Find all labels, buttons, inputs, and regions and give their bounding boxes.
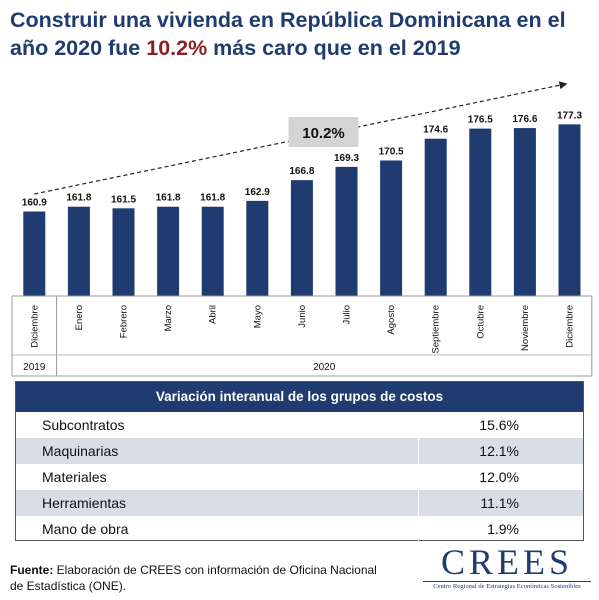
bar-0: [23, 211, 46, 296]
value-label-6: 166.8: [289, 166, 314, 177]
year-label-0: 2019: [23, 362, 46, 373]
bar-3: [157, 206, 180, 296]
table-row: Materiales 12.0%: [16, 464, 583, 490]
value-label-9: 174.6: [423, 125, 448, 136]
bar-2: [112, 208, 135, 296]
bar-5: [246, 200, 269, 296]
table-row: Subcontratos 15.6%: [16, 412, 583, 438]
category-label-6: Junio: [297, 305, 308, 328]
page-title: Construir una vivienda en República Domi…: [10, 6, 590, 62]
value-label-12: 177.3: [557, 110, 582, 121]
bar-10: [469, 128, 492, 296]
category-label-5: Mayo: [252, 305, 263, 328]
value-label-11: 176.6: [512, 114, 537, 125]
category-label-1: Enero: [74, 305, 85, 330]
category-label-4: Abril: [208, 305, 219, 324]
row-name: Herramientas: [16, 490, 419, 516]
table-row: Herramientas 11.1%: [16, 490, 583, 516]
source-label: Fuente:: [10, 563, 54, 577]
table-row: Mano de obra 1.9%: [16, 516, 583, 542]
title-part-2: más caro que en el 2019: [207, 36, 461, 60]
bar-9: [424, 138, 447, 296]
row-name: Subcontratos: [16, 412, 419, 438]
row-value: 12.0%: [479, 469, 519, 485]
category-label-0: Diciembre: [29, 305, 40, 348]
bar-6: [290, 180, 313, 296]
bar-12: [558, 124, 581, 296]
source-text: Elaboración de CREES con información de …: [10, 563, 377, 593]
year-label-1: 2020: [313, 362, 336, 373]
table-header: Variación interanual de los grupos de co…: [16, 382, 583, 412]
row-value: 1.9%: [487, 521, 519, 537]
category-label-2: Febrero: [119, 305, 130, 338]
bar-1: [67, 206, 90, 296]
logo-word: CREES: [440, 542, 574, 582]
category-label-8: Agosto: [386, 305, 397, 335]
bar-4: [201, 206, 224, 296]
value-label-1: 161.8: [66, 193, 91, 204]
annotation-box: [288, 117, 359, 147]
annotation-text: 10.2%: [302, 125, 345, 142]
category-label-11: Noviembre: [520, 305, 531, 351]
title-highlight: 10.2%: [146, 36, 208, 60]
value-label-8: 170.5: [379, 146, 404, 157]
table-row: Maquinarias 12.1%: [16, 438, 583, 464]
bar-7: [335, 166, 358, 296]
title-part-1: Construir una vivienda en República Domi…: [10, 8, 566, 60]
bar-8: [380, 160, 403, 296]
bar-11: [513, 128, 536, 296]
value-label-2: 161.5: [111, 194, 136, 205]
value-label-0: 160.9: [22, 198, 47, 209]
category-label-9: Septiembre: [431, 305, 442, 354]
cost-groups-table: Variación interanual de los grupos de co…: [15, 381, 584, 542]
row-name: Materiales: [16, 464, 419, 490]
value-label-7: 169.3: [334, 153, 359, 164]
category-label-10: Octubre: [475, 305, 486, 339]
category-label-3: Marzo: [163, 305, 174, 331]
row-name: Maquinarias: [16, 438, 419, 464]
row-name: Mano de obra: [16, 516, 419, 542]
row-value: 12.1%: [479, 443, 519, 459]
category-label-7: Julio: [342, 305, 353, 325]
row-value: 15.6%: [479, 417, 519, 433]
category-label-12: Diciembre: [565, 305, 576, 348]
bar-chart: 10.2% 160.9 161.8 161.5 161.8 161.8 162.9 166.…: [11, 81, 593, 377]
value-label-4: 161.8: [200, 193, 225, 204]
source-note: Fuente: Elaboración de CREES con informa…: [10, 562, 390, 594]
row-value: 11.1%: [480, 495, 519, 511]
value-label-10: 176.5: [468, 115, 493, 126]
logo-subtitle: Centro Regional de Estrategias Económica…: [423, 581, 591, 590]
crees-logo: CREES Centro Regional de Estrategias Eco…: [423, 543, 591, 593]
value-label-5: 162.9: [245, 187, 270, 198]
value-label-3: 161.8: [156, 193, 181, 204]
